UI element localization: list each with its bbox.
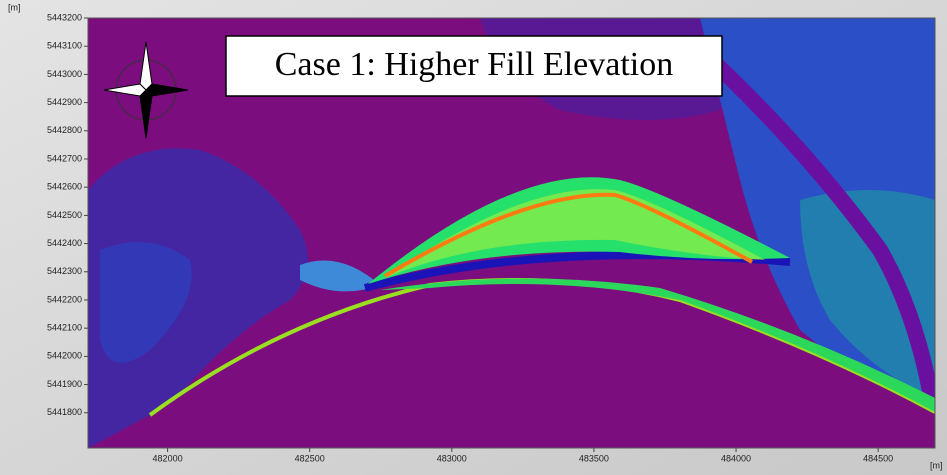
y-tick-label: 5443200 [47,12,82,22]
y-tick-label: 5443100 [47,41,82,51]
title-box [225,35,723,97]
y-tick-label: 5441900 [47,379,82,389]
x-axis-unit: [m] [930,460,943,470]
title: Case 1: Higher Fill Elevation [275,46,674,83]
x-tick-label: 482000 [153,453,183,463]
fill-upper [385,189,765,278]
fill-crest [383,192,753,278]
y-tick-label: 5442100 [47,323,82,333]
x-tick-label: 484000 [721,453,751,463]
y-tick-label: 5442400 [47,238,82,248]
land-mask [88,280,935,448]
y-tick-label: 5441800 [47,407,82,417]
y-tick-label: 5442000 [47,351,82,361]
y-tick-label: 5442300 [47,266,82,276]
spit-tip [300,260,380,292]
channel [684,34,935,422]
y-tick-label: 5442700 [47,153,82,163]
y-tick-label: 5442600 [47,182,82,192]
teal-right [800,190,935,400]
y-tick-label: 5442200 [47,294,82,304]
shallow-left-inner [100,242,192,363]
x-tick-label: 484500 [863,453,893,463]
shallow-left [88,148,308,448]
y-tick-label: 5443000 [47,69,82,79]
y-axis-unit: [m] [8,2,21,12]
x-tick-label: 482500 [295,453,325,463]
compass-rose [103,41,189,139]
plot-frame [87,17,936,449]
x-tick-label: 483500 [579,453,609,463]
y-tick-label: 5442900 [47,97,82,107]
y-tick-label: 5442800 [47,125,82,135]
y-tick-label: 5442500 [47,210,82,220]
x-tick-label: 483000 [437,453,467,463]
